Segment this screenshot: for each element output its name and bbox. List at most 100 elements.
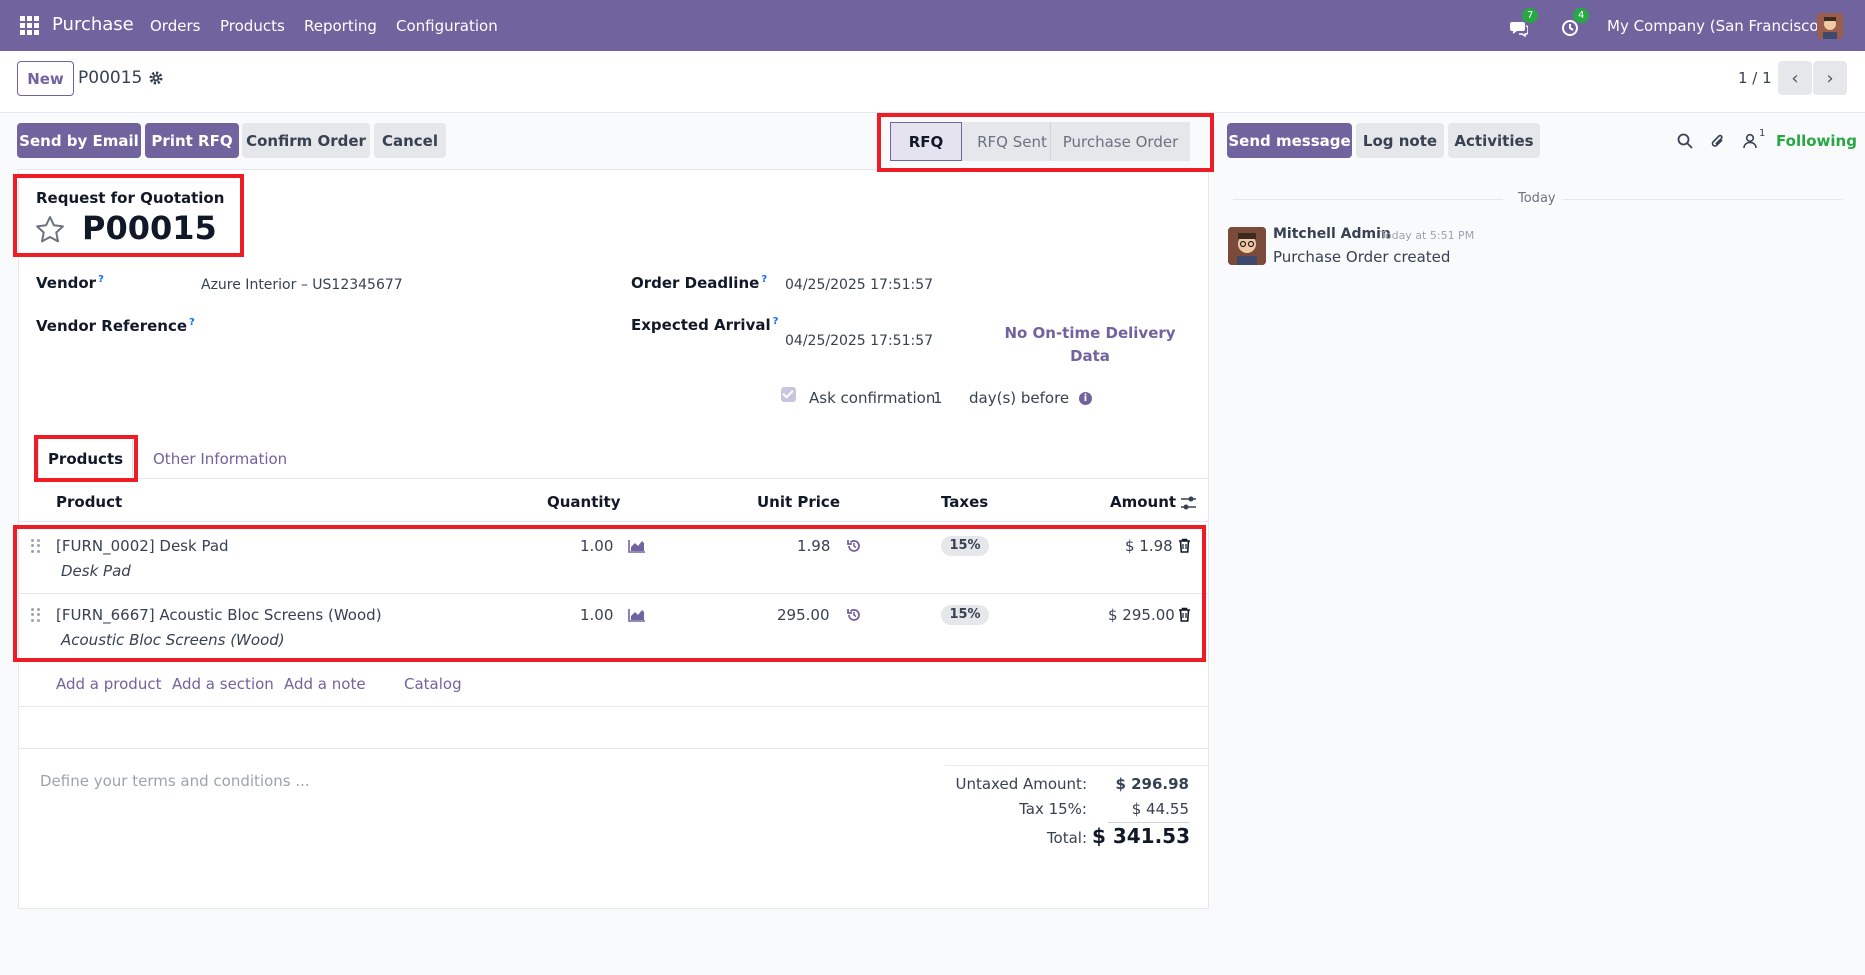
messages-badge: 7 bbox=[1522, 8, 1539, 23]
form-sheet bbox=[18, 169, 1209, 909]
vendor-reference-label: Vendor Reference? bbox=[36, 317, 195, 335]
document-type-label: Request for Quotation bbox=[36, 189, 225, 207]
activities-button[interactable]: 4 bbox=[1561, 8, 1591, 40]
tax-badge[interactable]: 15% bbox=[941, 605, 989, 625]
column-header-unit-price[interactable]: Unit Price bbox=[757, 493, 840, 511]
amount-cell: $ 295.00 bbox=[1108, 606, 1175, 624]
log-note-button[interactable]: Log note bbox=[1356, 123, 1444, 158]
menu-products[interactable]: Products bbox=[220, 17, 285, 35]
add-product-link[interactable]: Add a product bbox=[56, 675, 162, 693]
add-note-link[interactable]: Add a note bbox=[284, 675, 366, 693]
vendor-label: Vendor? bbox=[36, 274, 104, 292]
pager-value[interactable]: 1 / 1 bbox=[1738, 69, 1772, 87]
date-divider-left bbox=[1233, 199, 1503, 200]
ask-confirmation-label: Ask confirmation bbox=[809, 389, 936, 407]
description-cell[interactable]: Desk Pad bbox=[61, 562, 131, 580]
catalog-link[interactable]: Catalog bbox=[404, 675, 462, 693]
column-header-amount[interactable]: Amount bbox=[1110, 493, 1177, 511]
product-cell[interactable]: [FURN_6667] Acoustic Bloc Screens (Wood) bbox=[56, 606, 382, 624]
company-switcher[interactable]: My Company (San Francisco) bbox=[1607, 17, 1825, 35]
vendor-field[interactable]: Azure Interior – US12345677 bbox=[201, 277, 403, 293]
order-deadline-label: Order Deadline? bbox=[631, 274, 768, 292]
description-cell[interactable]: Acoustic Bloc Screens (Wood) bbox=[61, 631, 285, 649]
message-author[interactable]: Mitchell Admin bbox=[1273, 226, 1391, 242]
followers-button[interactable]: 1 bbox=[1741, 128, 1771, 151]
tax-value: $ 44.55 bbox=[1131, 800, 1189, 818]
send-message-button[interactable]: Send message bbox=[1227, 123, 1352, 158]
column-header-product[interactable]: Product bbox=[56, 493, 123, 511]
unit-price-cell[interactable]: 295.00 bbox=[777, 606, 830, 624]
amount-cell: $ 1.98 bbox=[1125, 537, 1173, 555]
column-header-quantity[interactable]: Quantity bbox=[547, 493, 621, 511]
terms-conditions-field[interactable]: Define your terms and conditions ... bbox=[40, 772, 310, 790]
control-panel: New P00015 1 / 1 ‹ › bbox=[0, 51, 1865, 113]
cancel-button[interactable]: Cancel bbox=[374, 123, 446, 158]
following-button[interactable]: Following bbox=[1776, 132, 1857, 150]
add-section-link[interactable]: Add a section bbox=[172, 675, 274, 693]
row-separator bbox=[18, 706, 1209, 707]
chat-icon bbox=[1510, 22, 1528, 37]
date-separator: Today bbox=[1518, 191, 1556, 206]
followers-count: 1 bbox=[1759, 128, 1766, 139]
expected-arrival-field[interactable]: 04/25/2025 17:51:57 bbox=[785, 333, 934, 349]
stage-rfq-sent[interactable]: RFQ Sent bbox=[962, 122, 1050, 161]
chevron-left-icon: ‹ bbox=[1791, 67, 1799, 89]
app-name[interactable]: Purchase bbox=[52, 14, 134, 35]
messages-button[interactable]: 7 bbox=[1510, 8, 1540, 40]
new-button[interactable]: New bbox=[17, 61, 74, 96]
untaxed-amount-label: Untaxed Amount: bbox=[955, 775, 1088, 793]
tabs-divider bbox=[33, 478, 1209, 479]
tax-label: Tax 15%: bbox=[1019, 800, 1087, 818]
drag-handle-icon[interactable] bbox=[31, 539, 41, 553]
print-rfq-button[interactable]: Print RFQ bbox=[145, 123, 239, 158]
stage-purchase-order[interactable]: Purchase Order bbox=[1050, 122, 1190, 161]
product-cell[interactable]: [FURN_0002] Desk Pad bbox=[56, 537, 229, 555]
history-icon[interactable] bbox=[846, 538, 862, 554]
forecast-chart-icon[interactable] bbox=[628, 608, 646, 622]
info-icon[interactable]: i bbox=[1079, 392, 1092, 405]
message-time: Today at 5:51 PM bbox=[1380, 229, 1475, 242]
gear-icon[interactable] bbox=[148, 70, 164, 86]
pager-next-button[interactable]: › bbox=[1813, 61, 1847, 95]
column-settings-icon[interactable] bbox=[1180, 495, 1197, 511]
date-divider-right bbox=[1563, 199, 1843, 200]
pager-previous-button[interactable]: ‹ bbox=[1778, 61, 1812, 95]
author-avatar[interactable] bbox=[1228, 227, 1266, 265]
activities-button[interactable]: Activities bbox=[1448, 123, 1540, 158]
forecast-chart-icon[interactable] bbox=[628, 539, 646, 553]
history-icon[interactable] bbox=[846, 607, 862, 623]
chevron-right-icon: › bbox=[1826, 67, 1834, 89]
tab-other-information[interactable]: Other Information bbox=[153, 449, 288, 468]
menu-configuration[interactable]: Configuration bbox=[396, 17, 498, 35]
send-by-email-button[interactable]: Send by Email bbox=[17, 123, 141, 158]
untaxed-amount-value: $ 296.98 bbox=[1115, 775, 1189, 793]
unit-price-cell[interactable]: 1.98 bbox=[797, 537, 831, 555]
ontime-delivery-link[interactable]: No On-time Delivery Data bbox=[1004, 324, 1176, 365]
tab-products[interactable]: Products bbox=[38, 438, 133, 479]
confirm-order-button[interactable]: Confirm Order bbox=[242, 123, 370, 158]
trash-icon[interactable] bbox=[1178, 607, 1191, 622]
column-header-taxes[interactable]: Taxes bbox=[941, 493, 989, 511]
user-icon bbox=[1743, 133, 1757, 149]
quantity-cell[interactable]: 1.00 bbox=[580, 537, 614, 555]
totals-divider bbox=[945, 765, 1209, 766]
row-separator bbox=[18, 748, 1209, 749]
user-avatar[interactable] bbox=[1817, 13, 1843, 39]
drag-handle-icon[interactable] bbox=[31, 608, 41, 622]
apps-menu-icon[interactable] bbox=[20, 16, 39, 35]
paperclip-icon[interactable] bbox=[1710, 132, 1726, 150]
ask-confirmation-checkbox[interactable] bbox=[781, 387, 796, 402]
total-label: Total: bbox=[1046, 829, 1087, 847]
clock-icon bbox=[1562, 20, 1578, 36]
stage-rfq[interactable]: RFQ bbox=[890, 122, 962, 161]
quantity-cell[interactable]: 1.00 bbox=[580, 606, 614, 624]
activities-badge: 4 bbox=[1573, 8, 1590, 23]
menu-orders[interactable]: Orders bbox=[150, 17, 201, 35]
order-deadline-field[interactable]: 04/25/2025 17:51:57 bbox=[785, 277, 934, 293]
menu-reporting[interactable]: Reporting bbox=[304, 17, 377, 35]
ask-confirmation-days[interactable]: 1 bbox=[933, 389, 943, 407]
star-icon[interactable] bbox=[34, 214, 66, 246]
search-icon[interactable] bbox=[1677, 133, 1693, 149]
trash-icon[interactable] bbox=[1178, 538, 1191, 553]
tax-badge[interactable]: 15% bbox=[941, 536, 989, 556]
